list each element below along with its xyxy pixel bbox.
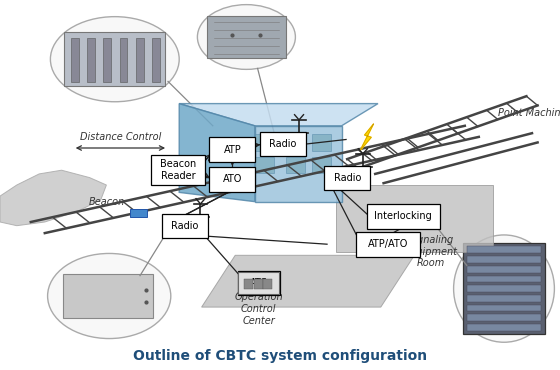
FancyBboxPatch shape — [64, 32, 166, 86]
Polygon shape — [202, 255, 414, 307]
FancyBboxPatch shape — [467, 295, 541, 302]
Polygon shape — [179, 104, 255, 202]
Polygon shape — [360, 124, 374, 151]
FancyBboxPatch shape — [152, 38, 160, 82]
FancyBboxPatch shape — [467, 305, 541, 312]
FancyBboxPatch shape — [207, 16, 286, 58]
Ellipse shape — [454, 235, 554, 342]
FancyBboxPatch shape — [367, 204, 440, 229]
FancyBboxPatch shape — [324, 166, 370, 189]
Text: Operation
Control
Center: Operation Control Center — [235, 292, 283, 326]
FancyBboxPatch shape — [162, 214, 208, 238]
FancyBboxPatch shape — [312, 134, 331, 151]
FancyBboxPatch shape — [103, 38, 111, 82]
Text: Outline of CBTC system configuration: Outline of CBTC system configuration — [133, 349, 427, 363]
Text: Radio: Radio — [334, 172, 361, 183]
FancyBboxPatch shape — [254, 279, 263, 289]
FancyBboxPatch shape — [130, 209, 147, 217]
FancyBboxPatch shape — [467, 285, 541, 292]
FancyBboxPatch shape — [244, 279, 253, 289]
FancyBboxPatch shape — [263, 279, 272, 289]
FancyBboxPatch shape — [71, 38, 78, 82]
Polygon shape — [336, 185, 493, 252]
Text: Interlocking: Interlocking — [374, 211, 432, 222]
FancyBboxPatch shape — [209, 167, 255, 192]
Text: Beacon: Beacon — [88, 196, 125, 207]
Text: ATO: ATO — [223, 174, 242, 185]
FancyBboxPatch shape — [356, 232, 420, 257]
Text: Beacon
Reader: Beacon Reader — [160, 159, 196, 181]
Text: ATS: ATS — [250, 278, 268, 288]
FancyBboxPatch shape — [260, 132, 306, 156]
Text: Radio: Radio — [269, 139, 296, 149]
FancyBboxPatch shape — [119, 38, 127, 82]
FancyBboxPatch shape — [255, 157, 274, 173]
Text: Signaling
Equipment
Room: Signaling Equipment Room — [405, 235, 458, 268]
FancyBboxPatch shape — [467, 324, 541, 331]
Text: ATP/ATO: ATP/ATO — [368, 239, 408, 249]
FancyBboxPatch shape — [87, 38, 95, 82]
FancyBboxPatch shape — [467, 266, 541, 272]
FancyBboxPatch shape — [63, 274, 153, 318]
Ellipse shape — [50, 17, 179, 102]
FancyBboxPatch shape — [467, 314, 541, 321]
Text: ATP: ATP — [223, 145, 241, 155]
FancyBboxPatch shape — [467, 256, 541, 263]
FancyBboxPatch shape — [467, 246, 541, 253]
Text: Radio: Radio — [171, 221, 198, 231]
FancyBboxPatch shape — [286, 157, 305, 173]
FancyBboxPatch shape — [286, 134, 305, 151]
FancyBboxPatch shape — [255, 134, 274, 151]
Ellipse shape — [48, 253, 171, 339]
Polygon shape — [179, 104, 378, 126]
FancyBboxPatch shape — [151, 155, 205, 185]
FancyBboxPatch shape — [467, 276, 541, 282]
Polygon shape — [255, 126, 342, 202]
FancyBboxPatch shape — [209, 137, 255, 162]
Text: Distance Control: Distance Control — [80, 132, 161, 142]
FancyBboxPatch shape — [237, 271, 280, 295]
FancyBboxPatch shape — [238, 272, 279, 294]
Ellipse shape — [197, 4, 296, 70]
FancyBboxPatch shape — [136, 38, 143, 82]
Text: Point Machine: Point Machine — [498, 108, 560, 118]
FancyBboxPatch shape — [463, 243, 545, 334]
FancyBboxPatch shape — [312, 157, 331, 173]
Polygon shape — [0, 170, 106, 226]
